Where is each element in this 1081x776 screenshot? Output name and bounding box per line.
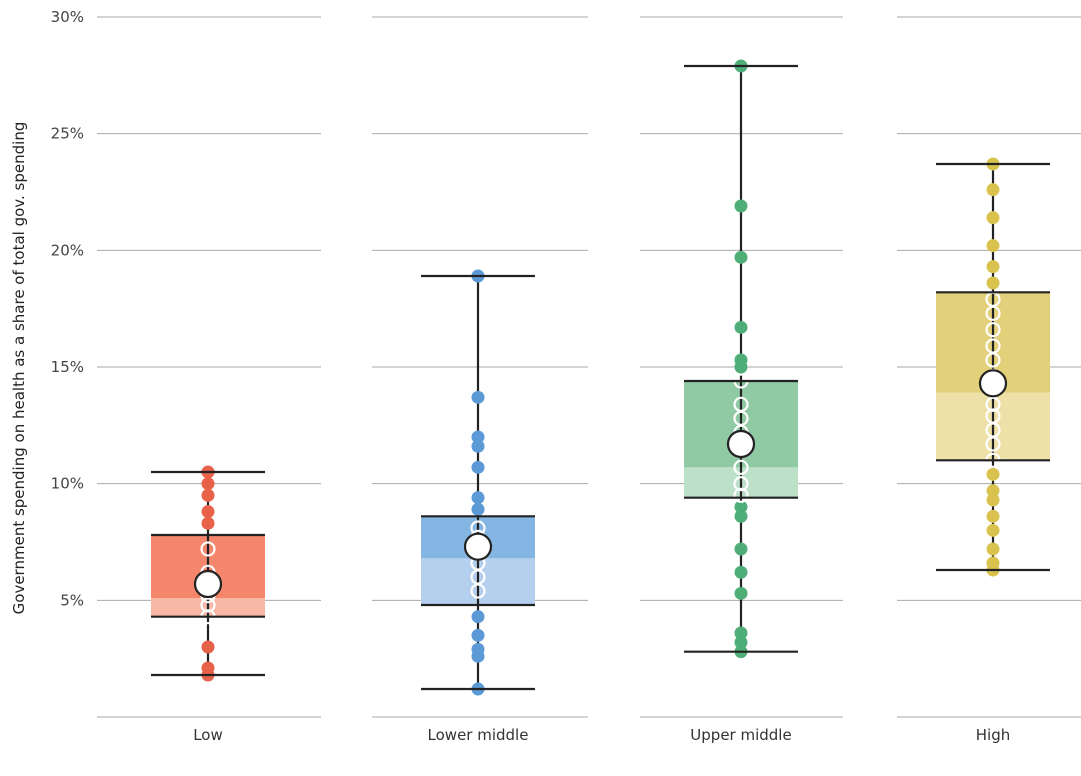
y-tick-label: 10% [51, 475, 84, 493]
data-point [471, 460, 485, 474]
data-point [733, 487, 749, 503]
data-point [201, 640, 215, 654]
data-point [201, 488, 215, 502]
category-label: Lower middle [428, 726, 529, 744]
data-point [986, 183, 1000, 197]
y-axis-title: Government spending on health as a share… [10, 122, 28, 615]
data-point [985, 322, 1001, 338]
data-point [986, 467, 1000, 481]
y-tick-label: 15% [51, 358, 84, 376]
y-tick-label: 30% [51, 8, 84, 26]
data-point [734, 509, 748, 523]
mean-marker [726, 429, 756, 459]
data-point [734, 500, 748, 514]
data-point [734, 565, 748, 579]
y-tick-label: 20% [51, 241, 84, 259]
data-point [986, 276, 1000, 290]
data-point [733, 459, 749, 475]
box-group-upper-middle [684, 59, 798, 659]
data-point [200, 597, 216, 613]
data-point [471, 390, 485, 404]
data-point [985, 338, 1001, 354]
x-axis-categories: Low Lower middle Upper middle High [193, 726, 1010, 744]
data-point [986, 556, 1000, 570]
data-point [986, 542, 1000, 556]
data-point [734, 320, 748, 334]
data-point [986, 493, 1000, 507]
category-label: High [976, 726, 1010, 744]
y-tick-label: 25% [51, 125, 84, 143]
y-tick-label: 5% [60, 591, 84, 609]
box-group-low [151, 465, 265, 682]
data-point [986, 523, 1000, 537]
data-point [734, 635, 748, 649]
data-point [734, 250, 748, 264]
data-point [986, 509, 1000, 523]
data-point [734, 586, 748, 600]
data-point [986, 260, 1000, 274]
data-point [471, 502, 485, 516]
category-label: Upper middle [690, 726, 791, 744]
data-point [471, 610, 485, 624]
data-point [471, 439, 485, 453]
data-point [471, 491, 485, 505]
data-point [733, 476, 749, 492]
boxes [151, 59, 1050, 696]
data-point [734, 626, 748, 640]
data-point [734, 353, 748, 367]
data-point [733, 396, 749, 412]
mean-marker [978, 369, 1008, 398]
data-point [986, 484, 1000, 498]
data-point [734, 199, 748, 213]
data-point [471, 430, 485, 444]
data-point [201, 477, 215, 491]
data-point [201, 505, 215, 519]
data-point [201, 516, 215, 530]
data-point [200, 541, 216, 557]
data-point [201, 661, 215, 675]
box-group-high [936, 157, 1050, 577]
mean-marker [463, 532, 493, 561]
mean-marker [193, 569, 223, 599]
category-label: Low [193, 726, 223, 744]
data-point [986, 239, 1000, 253]
y-axis-ticks: 5% 10% 15% 20% 25% 30% [51, 8, 84, 609]
data-point [471, 642, 485, 656]
data-point [985, 408, 1001, 424]
data-point [471, 628, 485, 642]
box-group-lower-middle [421, 269, 535, 696]
data-point [734, 542, 748, 556]
data-point [986, 211, 1000, 225]
